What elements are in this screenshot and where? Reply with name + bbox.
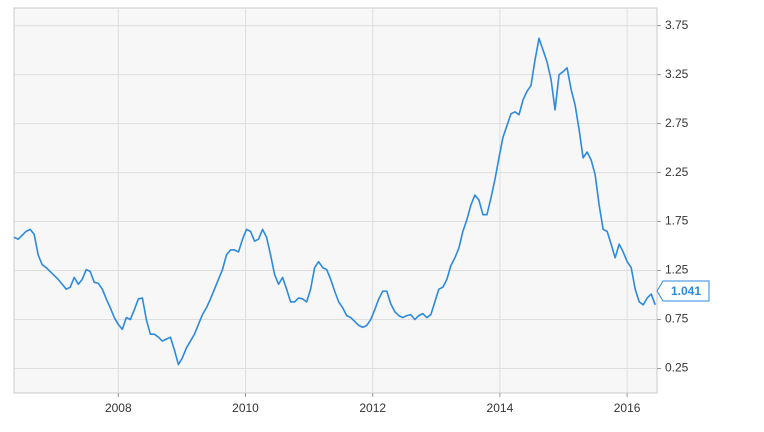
y-tick-label: 1.25	[665, 263, 689, 277]
y-tick-label: 0.25	[665, 361, 689, 375]
value-label: 1.041	[671, 284, 701, 298]
y-tick-label: 2.75	[665, 116, 689, 130]
x-tick-label: 2016	[614, 401, 641, 415]
x-tick-label: 2012	[359, 401, 386, 415]
y-tick-label: 0.75	[665, 312, 689, 326]
y-tick-label: 2.25	[665, 165, 689, 179]
y-tick-label: 1.75	[665, 214, 689, 228]
x-tick-label: 2010	[232, 401, 259, 415]
plot-area	[13, 7, 658, 394]
x-tick-label: 2008	[105, 401, 132, 415]
data-line	[13, 37, 656, 366]
x-tick-label: 2014	[487, 401, 514, 415]
y-tick-label: 3.75	[665, 18, 689, 32]
y-tick-label: 3.25	[665, 67, 689, 81]
value-flag	[656, 280, 710, 302]
